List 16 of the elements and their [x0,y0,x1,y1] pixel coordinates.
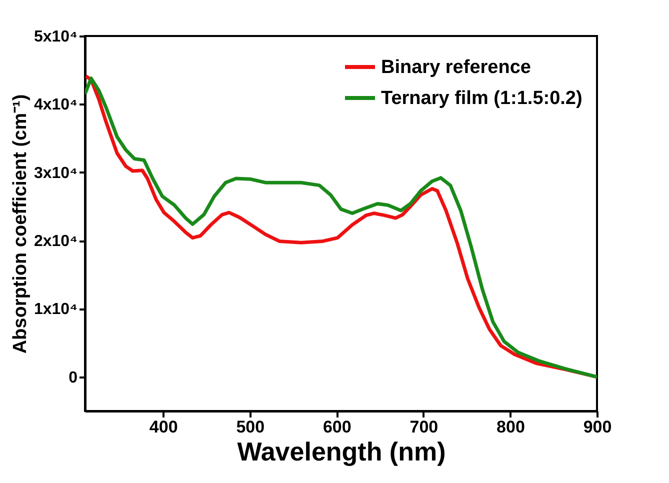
y-tick-label: 2x10⁴ [34,233,78,250]
y-tick-label: 1x10⁴ [34,301,78,318]
x-tick-label: 400 [149,418,178,436]
y-axis-title: Absorption coefficient (cm⁻¹) [10,94,31,354]
y-tick-label: 3x10⁴ [34,164,78,182]
x-tick-label: 700 [410,418,438,436]
x-tick-label: 600 [322,418,352,436]
x-axis-title: Wavelength (nm) [237,436,446,466]
x-tick-label: 500 [236,418,265,436]
legend-label: Binary reference [381,57,531,78]
x-tick-label: 900 [583,418,612,436]
legend-label: Ternary film (1:1.5:0.2) [381,88,582,109]
y-tick-label: 0 [68,369,78,386]
y-tick-label: 5x10⁴ [34,28,78,46]
y-tick-label: 4x10⁴ [34,96,78,114]
x-tick-label: 800 [496,418,525,436]
